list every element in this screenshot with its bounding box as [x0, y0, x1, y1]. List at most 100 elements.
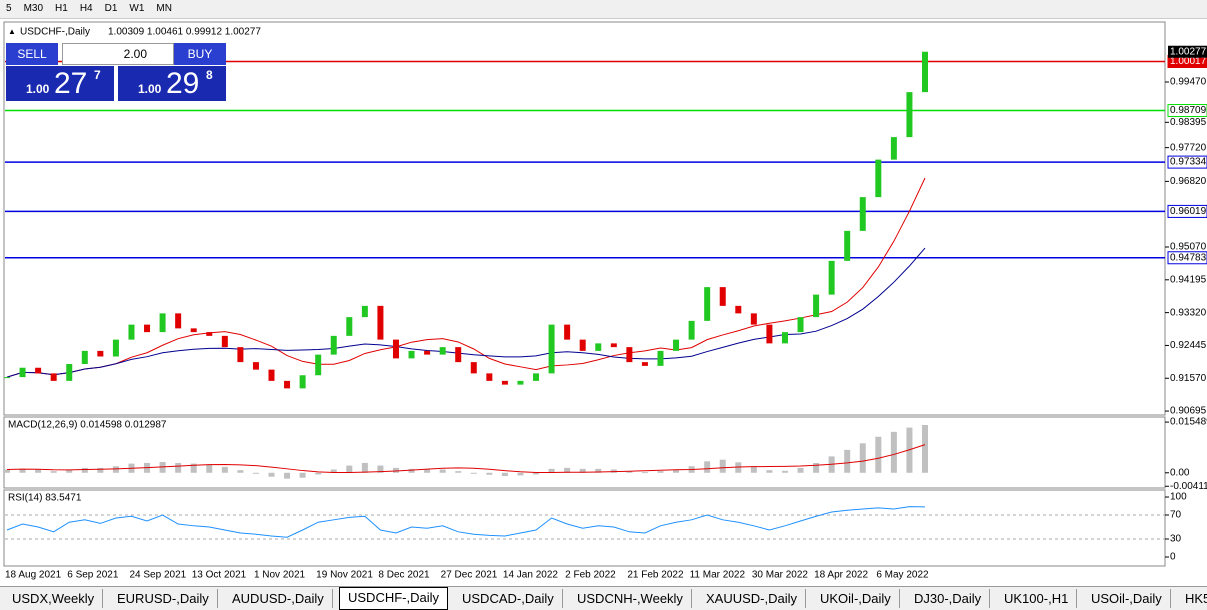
histogram-bar: [50, 471, 57, 473]
candle: [144, 324, 151, 333]
y-tick-label: 0.98395: [1170, 117, 1207, 128]
candle: [299, 375, 306, 389]
symbol-arrow: ▲: [8, 27, 16, 36]
histogram-bar: [517, 472, 524, 476]
candle: [517, 380, 524, 385]
candle: [486, 373, 493, 381]
histogram-bar: [922, 424, 928, 473]
histogram-bar: [641, 472, 648, 474]
rsi-line: [6, 506, 926, 538]
x-tick-label: 18 Aug 2021: [5, 570, 62, 581]
timeframe[interactable]: 5: [6, 3, 12, 14]
timeframe[interactable]: H1: [55, 3, 68, 14]
histogram-bar: [470, 472, 477, 474]
histogram-bar: [299, 472, 306, 478]
tab[interactable]: UKOil-,Daily: [812, 589, 900, 608]
candle: [673, 339, 680, 351]
histogram-bar: [66, 470, 73, 473]
candle: [346, 317, 353, 336]
candle: [221, 335, 228, 348]
tab[interactable]: USOil-,Daily: [1083, 589, 1171, 608]
tab[interactable]: USDCHF-,Daily: [339, 587, 448, 610]
histogram-bar: [19, 468, 26, 473]
candle: [626, 347, 633, 363]
x-tick-label: 24 Sep 2021: [129, 570, 186, 581]
tab[interactable]: USDCAD-,Daily: [454, 589, 563, 608]
timeframe[interactable]: MN: [156, 3, 172, 14]
tab[interactable]: DJ30-,Daily: [906, 589, 991, 608]
bid[interactable]: 1.00 27 7: [6, 66, 114, 101]
candle: [206, 332, 213, 336]
x-tick-label: 27 Dec 2021: [441, 570, 498, 581]
histogram-bar: [781, 470, 788, 473]
x-tick-label: 13 Oct 2021: [192, 570, 247, 581]
histogram-bar: [735, 462, 742, 473]
tab[interactable]: AUDUSD-,Daily: [224, 589, 333, 608]
histogram-bar: [252, 472, 259, 474]
timeframe-toolbar: 5 M30 H1 H4 D1 W1 MN: [0, 0, 1207, 19]
chart-tabs: USDX,Weekly EURUSD-,Daily AUDUSD-,Daily USD…: [0, 586, 1207, 610]
trade-panel: SELL 2.00 BUY 1.00 27 7 1.00 29 8: [6, 43, 226, 101]
candle: [890, 137, 897, 160]
tab[interactable]: UK100-,H1: [996, 589, 1078, 608]
candle: [813, 294, 820, 318]
histogram-bar: [190, 463, 197, 473]
histogram-bar: [392, 467, 399, 473]
y-tick-label: 30: [1170, 534, 1182, 545]
timeframe[interactable]: H4: [79, 3, 93, 14]
ohlc: 1.00309 1.00461 0.99912 1.00277: [108, 27, 261, 38]
candle: [797, 317, 804, 333]
histogram-bar: [455, 471, 462, 473]
lot-input[interactable]: 2.00: [62, 43, 174, 65]
histogram-bar: [439, 469, 446, 473]
candle: [548, 324, 555, 374]
histogram-bar: [81, 467, 88, 473]
tab[interactable]: USDX,Weekly: [4, 589, 104, 608]
last-price-tag: [1168, 45, 1207, 58]
candle: [361, 305, 368, 318]
candle: [112, 339, 119, 357]
histogram-bar: [595, 468, 602, 473]
buy-button[interactable]: BUY: [174, 43, 226, 65]
histogram-bar: [844, 449, 851, 473]
histogram-bar: [797, 467, 804, 473]
sell-button[interactable]: SELL: [6, 43, 58, 65]
histogram-bar: [673, 469, 680, 473]
bid-main: 27: [54, 67, 88, 100]
timeframe[interactable]: W1: [129, 3, 145, 14]
y-tick-label: 0.015489: [1170, 417, 1207, 428]
y-tick-label: 0.95070: [1170, 242, 1207, 253]
tab[interactable]: USDCNH-,Weekly: [569, 589, 692, 608]
tab[interactable]: HK50-,I: [1177, 589, 1207, 608]
ask[interactable]: 1.00 29 8: [118, 66, 226, 101]
y-tick-label: 0: [1170, 552, 1176, 563]
x-tick-label: 1 Nov 2021: [254, 570, 306, 581]
candle: [50, 373, 57, 381]
histogram-bar: [766, 470, 773, 473]
y-tick-label: 100: [1170, 492, 1187, 503]
timeframe[interactable]: M30: [23, 3, 44, 14]
level-tag: [1167, 204, 1207, 218]
candle: [844, 230, 851, 261]
histogram-bar: [408, 468, 415, 473]
candle: [470, 362, 477, 374]
x-tick-label: 2 Feb 2022: [565, 570, 616, 581]
candle: [408, 350, 415, 359]
chart-title: USDCHF-,Daily: [20, 27, 90, 38]
histogram-bar: [97, 467, 104, 473]
histogram-bar: [315, 472, 322, 475]
level-label: 0.96019: [1170, 206, 1207, 217]
ask-big: 1.00: [138, 82, 162, 96]
histogram-bar: [719, 459, 726, 473]
candle: [579, 339, 586, 351]
tab[interactable]: XAUUSD-,Daily: [698, 589, 807, 608]
tab[interactable]: EURUSD-,Daily: [109, 589, 218, 608]
histogram-bar: [159, 461, 166, 473]
moving-average: [6, 177, 926, 378]
timeframe[interactable]: D1: [104, 3, 118, 14]
y-tick-label: -0.004118: [1170, 481, 1207, 492]
level-label: 0.98709: [1170, 105, 1207, 116]
histogram-bar: [377, 465, 384, 473]
candle: [237, 347, 244, 363]
histogram-bar: [237, 470, 244, 473]
